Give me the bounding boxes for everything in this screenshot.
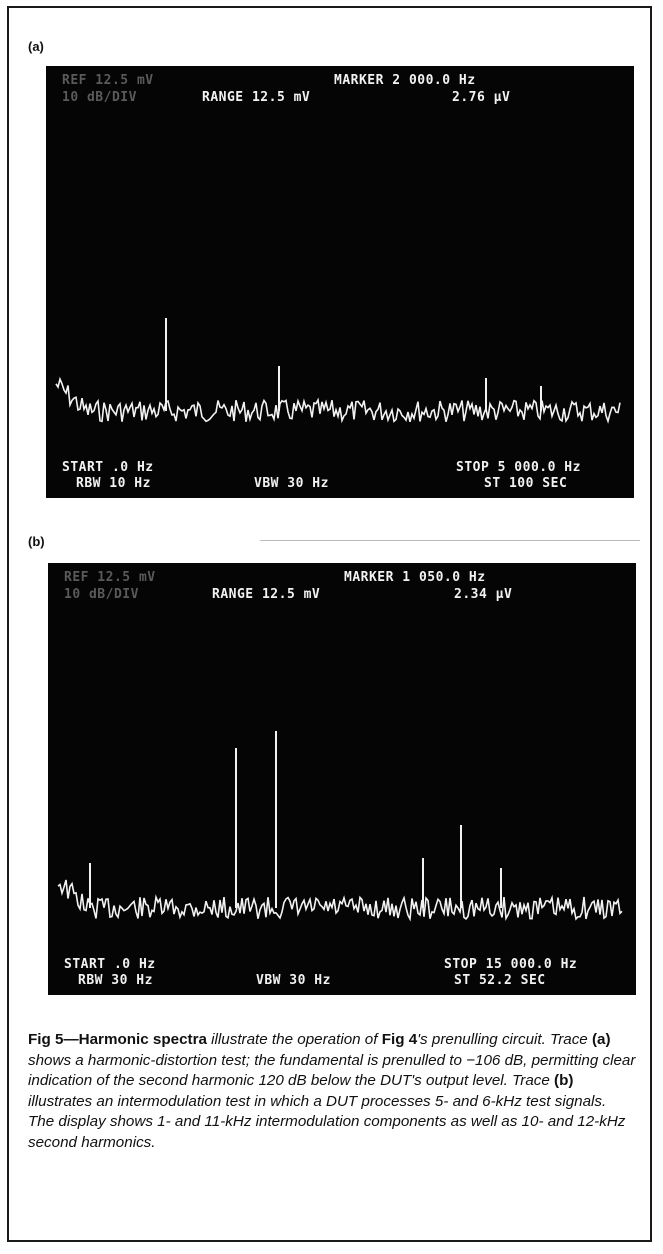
spectrum-trace-a bbox=[55, 318, 621, 424]
caption-ref-a: (a) bbox=[591, 1031, 611, 1048]
range-a: RANGE 12.5 mV bbox=[202, 90, 311, 105]
stop-freq-a: STOP 5 000.0 Hz bbox=[456, 460, 581, 475]
panel-a-label: (a) bbox=[28, 39, 44, 54]
scale-b: 10 dB/DIV bbox=[64, 587, 139, 602]
sweep-time-a: ST 100 SEC bbox=[484, 476, 568, 491]
start-freq-a: START .0 Hz bbox=[62, 460, 154, 475]
marker-level-b: 2.34 µV bbox=[454, 587, 513, 602]
rbw-a: RBW 10 Hz bbox=[76, 476, 151, 491]
noise-floor-line bbox=[57, 879, 623, 922]
caption-text-1: illustrate the operation of bbox=[206, 1031, 382, 1048]
analyzer-screen-a: REF 12.5 mV 10 dB/DIV RANGE 12.5 mV MARK… bbox=[46, 66, 634, 498]
vbw-a: VBW 30 Hz bbox=[254, 476, 329, 491]
marker-freq-b: MARKER 1 050.0 Hz bbox=[344, 570, 486, 585]
caption-text-2: 's prenulling circuit. Trace bbox=[417, 1031, 592, 1048]
caption-ref-fig4: Fig 4 bbox=[381, 1031, 418, 1048]
marker-freq-a: MARKER 2 000.0 Hz bbox=[334, 73, 476, 88]
range-b: RANGE 12.5 mV bbox=[212, 587, 321, 602]
analyzer-screen-b: REF 12.5 mV 10 dB/DIV RANGE 12.5 mV MARK… bbox=[48, 563, 636, 995]
figure-caption: Fig 5—Harmonic spectra illustrate the op… bbox=[28, 1030, 636, 1154]
sweep-time-b: ST 52.2 SEC bbox=[454, 973, 546, 988]
caption-title: Fig 5—Harmonic spectra bbox=[28, 1031, 207, 1048]
vbw-b: VBW 30 Hz bbox=[256, 973, 331, 988]
caption-text-3: shows a harmonic-distortion test; the fu… bbox=[28, 1051, 636, 1090]
panel-b-label: (b) bbox=[28, 534, 45, 549]
rbw-b: RBW 30 Hz bbox=[78, 973, 153, 988]
marker-level-a: 2.76 µV bbox=[452, 90, 511, 105]
noise-floor-line bbox=[55, 376, 621, 424]
ref-level-a: REF 12.5 mV bbox=[62, 73, 154, 88]
start-freq-b: START .0 Hz bbox=[64, 957, 156, 972]
divider bbox=[260, 540, 640, 541]
scale-a: 10 dB/DIV bbox=[62, 90, 137, 105]
stop-freq-b: STOP 15 000.0 Hz bbox=[444, 957, 578, 972]
ref-level-b: REF 12.5 mV bbox=[64, 570, 156, 585]
caption-ref-b: (b) bbox=[554, 1072, 574, 1090]
caption-text-4: illustrates an intermodulation test in w… bbox=[28, 1092, 626, 1151]
spectrum-trace-b bbox=[57, 731, 623, 922]
